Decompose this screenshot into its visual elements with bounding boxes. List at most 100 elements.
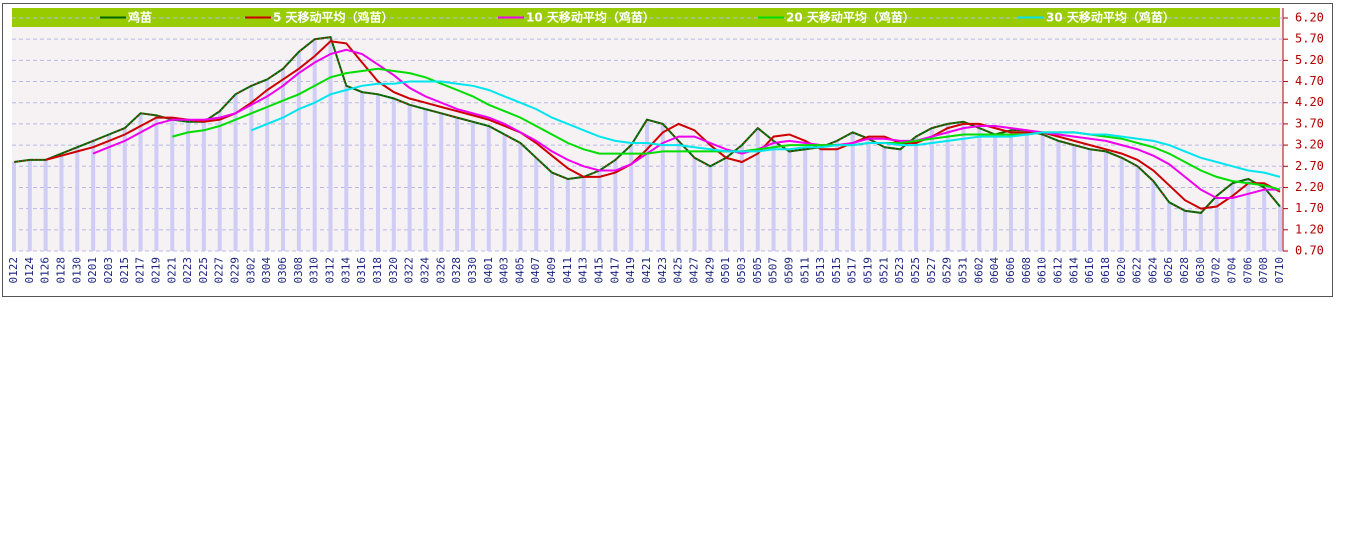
price-bar [1230, 183, 1235, 251]
x-tick-label: 0316 [355, 257, 368, 284]
x-tick-label: 0622 [1131, 257, 1144, 284]
x-tick-label: 0322 [403, 257, 416, 284]
x-tick-label: 0124 [23, 257, 36, 284]
x-tick-label: 0417 [608, 257, 621, 284]
x-tick-label: 0130 [70, 257, 83, 284]
x-tick-label: 0616 [1083, 257, 1096, 284]
x-tick-label: 0710 [1273, 257, 1286, 284]
x-tick-label: 0521 [877, 257, 890, 284]
y-tick-label: 2.20 [1295, 180, 1324, 194]
x-tick-label: 0225 [197, 257, 210, 284]
x-tick-label: 0509 [782, 257, 795, 284]
x-tick-label: 0624 [1146, 257, 1159, 284]
price-bar [328, 37, 333, 252]
y-tick-label: 4.70 [1295, 74, 1324, 88]
price-bar [914, 136, 919, 251]
x-tick-label: 0409 [545, 257, 558, 284]
price-bar [1246, 178, 1251, 251]
price-bar [819, 147, 824, 251]
y-tick-label: 0.70 [1295, 244, 1324, 258]
x-tick-label: 0626 [1162, 257, 1175, 284]
legend-label: 鸡苗 [127, 10, 152, 25]
x-tick-label: 0310 [308, 257, 321, 284]
price-bar [518, 142, 523, 251]
price-bar [534, 157, 539, 251]
price-bar [565, 178, 570, 251]
series-line [92, 48, 1280, 199]
legend-label: 30 天移动平均（鸡苗） [1046, 10, 1175, 25]
x-tick-label: 0507 [767, 257, 780, 284]
price-bar [739, 145, 744, 251]
series-line [251, 80, 1281, 178]
legend-label: 20 天移动平均（鸡苗） [786, 10, 915, 25]
price-bar [597, 170, 602, 251]
x-tick-label: 0320 [387, 257, 400, 284]
x-tick-label: 0219 [149, 257, 162, 284]
price-bar [106, 134, 111, 251]
series-line [13, 35, 1281, 214]
price-bar [1135, 166, 1140, 251]
x-tick-label: 0419 [624, 257, 637, 284]
x-tick-label: 0312 [324, 257, 337, 284]
x-tick-label: 0401 [482, 257, 495, 284]
price-bar [1024, 130, 1029, 251]
x-tick-label: 0513 [814, 257, 827, 284]
x-tick-label: 0529 [941, 257, 954, 284]
price-bar [154, 115, 159, 251]
price-bar [170, 119, 175, 251]
x-tick-label: 0628 [1178, 257, 1191, 284]
x-tick-label: 0411 [561, 257, 574, 284]
price-bar [233, 94, 238, 251]
x-tick-label: 0604 [988, 257, 1001, 284]
y-tick-label: 1.70 [1295, 201, 1324, 215]
x-tick-label: 0505 [751, 257, 764, 284]
x-tick-label: 0610 [1036, 257, 1049, 284]
price-bar [945, 123, 950, 251]
x-tick-label: 0302 [244, 257, 257, 284]
price-bar [265, 79, 270, 251]
x-tick-label: 0227 [213, 257, 226, 284]
legend-label: 10 天移动平均（鸡苗） [526, 10, 655, 25]
price-bar [439, 113, 444, 252]
price-bar [993, 134, 998, 251]
x-tick-label: 0201 [86, 257, 99, 284]
x-tick-label: 0128 [54, 257, 67, 284]
x-tick-label: 0217 [134, 257, 147, 284]
x-tick-label: 0702 [1210, 257, 1223, 284]
price-bar [249, 85, 254, 251]
price-bar [866, 138, 871, 251]
x-tick-label: 0531 [957, 257, 970, 284]
x-tick-label: 0314 [339, 257, 352, 284]
y-tick-label: 1.20 [1295, 222, 1324, 236]
x-tick-label: 0330 [466, 257, 479, 284]
price-bar [138, 113, 143, 252]
price-bar [834, 140, 839, 251]
x-tick-label: 0425 [672, 257, 685, 284]
price-bar [186, 121, 191, 251]
x-tick-label: 0328 [450, 257, 463, 284]
series-line [45, 40, 1281, 210]
price-bar [375, 94, 380, 251]
price-bar [391, 98, 396, 251]
price-bar [771, 140, 776, 251]
price-bar [1183, 210, 1188, 251]
y-tick-label: 2.70 [1295, 159, 1324, 173]
price-bar [201, 121, 206, 251]
price-bar [629, 145, 634, 251]
x-tick-label: 0304 [260, 257, 273, 284]
price-bar [91, 140, 96, 251]
x-tick-label: 0614 [1067, 257, 1080, 284]
x-tick-label: 0511 [798, 257, 811, 284]
price-bar [977, 128, 982, 251]
price-bar [470, 121, 475, 251]
price-bar [581, 176, 586, 251]
x-tick-label: 0308 [292, 257, 305, 284]
price-bar [296, 51, 301, 252]
price-bar [961, 121, 966, 251]
price-bar [502, 134, 507, 251]
price-bar [1198, 212, 1203, 251]
price-bar [1151, 181, 1156, 251]
price-bar [787, 151, 792, 251]
